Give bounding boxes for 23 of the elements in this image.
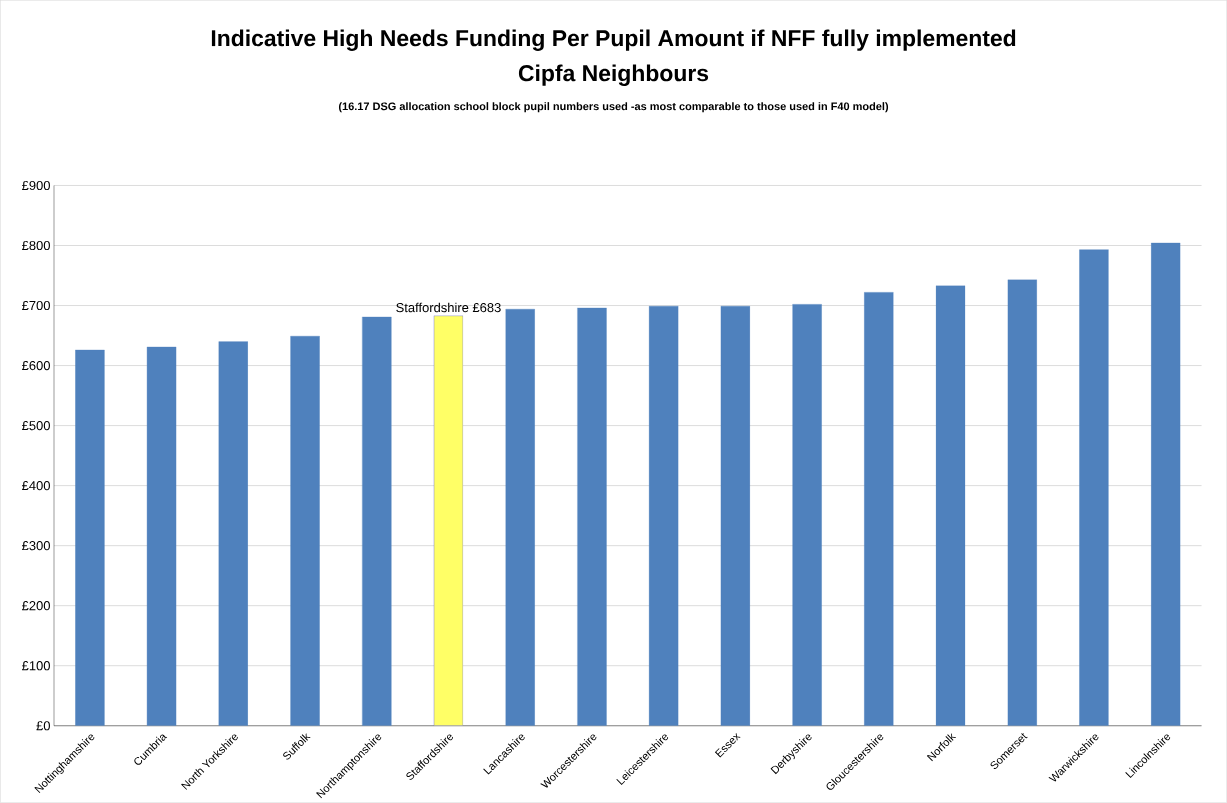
bar [1151,243,1181,726]
bar [75,349,105,726]
y-tick-label: £800 [22,241,50,251]
y-tick-label: £300 [22,541,50,551]
y-tick-label: £600 [22,361,50,371]
chart-title: Indicative High Needs Funding Per Pupil Amount if NFF fully implemented [211,29,1016,52]
y-tick-label: £400 [22,481,50,491]
y-tick-label: £0 [36,721,50,731]
bar [720,306,751,726]
bar [433,315,464,726]
y-tick-label: £700 [22,301,50,311]
annotation: Staffordshire £683 [396,302,501,313]
bar [505,309,535,726]
bar [290,336,320,726]
y-tick-label: £500 [22,421,50,431]
bar [1007,279,1037,726]
y-tick-label: £200 [22,601,50,611]
y-tick-label: £100 [22,661,50,671]
y-tick-label: £900 [22,180,50,191]
chart-subtitle: Cipfa Neighbours [518,64,709,87]
bar [218,341,249,726]
bar [935,285,966,726]
text: (16.17 DSG allocation school block pupil numbers used -as most comparable to those used in F40 model) [338,102,889,113]
